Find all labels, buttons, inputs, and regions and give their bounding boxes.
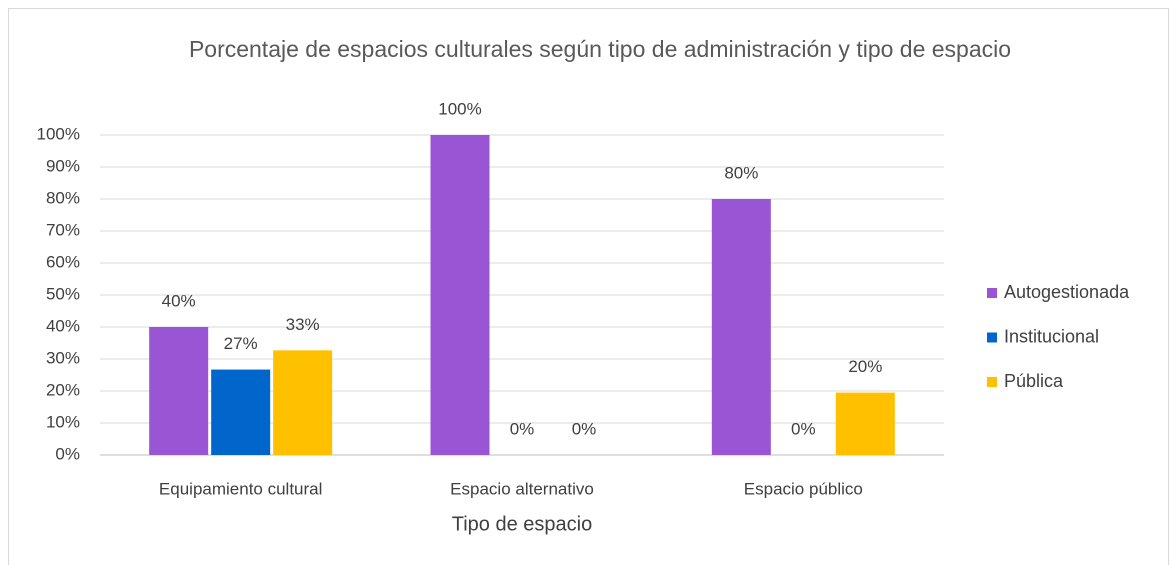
legend-swatch — [987, 377, 997, 387]
bar — [149, 327, 209, 455]
data-label: 40% — [162, 291, 196, 310]
bar — [273, 350, 333, 455]
bar — [211, 369, 271, 455]
chart-border — [8, 8, 1169, 565]
y-tick-label: 60% — [46, 252, 80, 271]
legend-swatch — [987, 288, 997, 298]
y-tick-label: 80% — [46, 188, 80, 207]
data-label: 27% — [224, 334, 258, 353]
y-tick-label: 20% — [46, 380, 80, 399]
legend-label: Pública — [1004, 371, 1064, 391]
y-tick-label: 90% — [46, 156, 80, 175]
y-tick-label: 100% — [37, 124, 80, 143]
x-axis-title: Tipo de espacio — [452, 513, 592, 535]
y-tick-label: 50% — [46, 284, 80, 303]
y-tick-label: 70% — [46, 220, 80, 239]
data-label: 0% — [572, 419, 597, 438]
bar — [711, 199, 771, 455]
x-tick-label: Espacio alternativo — [450, 479, 594, 498]
chart-title: Porcentaje de espacios culturales según … — [188, 36, 1012, 62]
data-label: 0% — [791, 419, 816, 438]
legend-label: Autogestionada — [1004, 282, 1130, 302]
bar — [835, 392, 895, 455]
y-tick-label: 30% — [46, 348, 80, 367]
data-label: 80% — [724, 163, 758, 182]
x-tick-label: Equipamiento cultural — [159, 479, 322, 498]
y-tick-label: 0% — [55, 444, 80, 463]
data-label: 100% — [438, 99, 481, 118]
data-label: 33% — [286, 315, 320, 334]
y-tick-label: 10% — [46, 412, 80, 431]
y-tick-label: 40% — [46, 316, 80, 335]
legend-swatch — [987, 332, 997, 343]
bar — [430, 135, 490, 455]
data-label: 20% — [848, 357, 882, 376]
x-tick-label: Espacio público — [744, 479, 863, 498]
data-label: 0% — [510, 419, 535, 438]
legend-label: Institucional — [1004, 326, 1099, 346]
